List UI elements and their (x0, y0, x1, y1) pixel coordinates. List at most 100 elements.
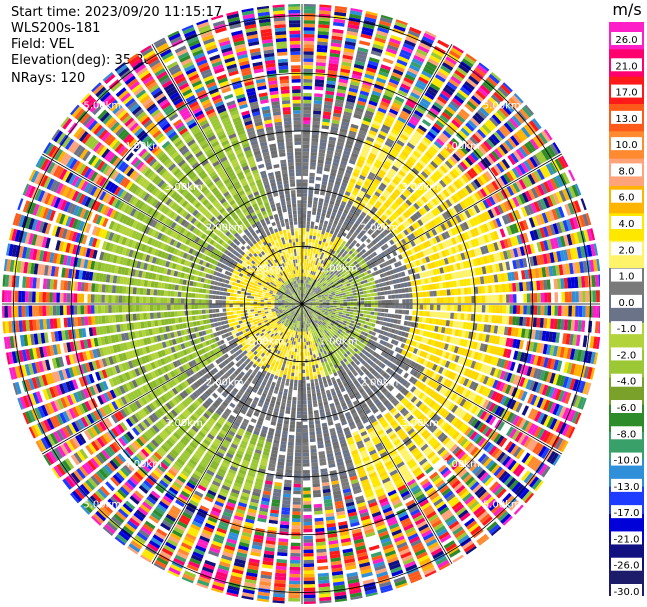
gate-cell-110 (306, 221, 311, 225)
gate-cell-719 (334, 228, 340, 233)
gate-cell-792 (316, 273, 320, 277)
gate-cell-969 (324, 266, 329, 271)
gate-cell-826 (370, 168, 378, 175)
gate-cell-2384 (421, 285, 426, 291)
gate-cell-2734 (429, 311, 434, 317)
gate-cell-194 (309, 231, 313, 236)
gate-cell-4625 (317, 349, 321, 354)
gate-cell-129 (310, 155, 317, 160)
gate-cell-2447 (339, 299, 344, 302)
gate-cell-417 (353, 67, 364, 73)
gate-cell-992 (368, 199, 375, 206)
gate-cell-323 (336, 88, 347, 94)
gate-cell-83 (303, 13, 316, 17)
gate-cell-2597 (557, 291, 562, 303)
gate-cell-807 (340, 227, 345, 232)
gate-cell-2820 (425, 317, 430, 324)
gate-cell-2797 (346, 308, 351, 312)
gate-cell-2588 (526, 293, 531, 303)
gate-cell-2657 (464, 304, 469, 312)
gate-cell-842 (395, 119, 405, 127)
gate-cell-2374 (387, 290, 392, 295)
gate-cell-127 (310, 162, 316, 167)
gate-cell-1091 (398, 170, 406, 177)
gate-cell-345 (349, 13, 362, 20)
gate-cell-470 (334, 183, 340, 189)
gate-cell-148 (314, 89, 324, 94)
gate-cell-598 (384, 51, 396, 58)
gate-cell-2642 (412, 304, 417, 310)
gate-cell-280 (312, 235, 316, 240)
gate-cell-3057 (341, 314, 346, 318)
gate-cell-462 (326, 210, 332, 215)
gate-cell-187 (306, 255, 310, 260)
gate-cell-56 (303, 106, 312, 111)
gate-cell-275 (309, 252, 313, 257)
gate-cell-670 (378, 104, 389, 111)
gate-cell-2704 (326, 305, 330, 307)
gate-cell-104 (305, 241, 309, 246)
gate-cell-677 (387, 81, 398, 89)
gate-cell-472 (335, 177, 342, 182)
gate-cell-900 (354, 211, 360, 217)
gate-cell-2580 (499, 294, 503, 303)
gate-cell-878 (315, 277, 319, 281)
gate-cell-2667 (499, 305, 503, 314)
gate-cell-982 (349, 228, 355, 234)
gate-cell-2490 (488, 285, 493, 294)
gate-cell-825 (368, 171, 376, 178)
gate-cell-396 (337, 138, 345, 144)
gate-cell-365 (314, 243, 318, 248)
gate-cell-2661 (478, 305, 482, 313)
gate-cell-2884 (346, 311, 350, 314)
gate-cell-342 (347, 23, 360, 30)
gate-cell-500 (361, 83, 372, 90)
gate-cell-2380 (408, 287, 413, 293)
gate-cell-2980 (375, 320, 380, 325)
gate-cell-2369 (370, 293, 375, 297)
gate-cell-291 (318, 198, 324, 203)
gate-cell-659 (365, 139, 373, 146)
gate-cell-2736 (436, 311, 441, 318)
gate-cell-2623 (346, 304, 351, 307)
gate-cell-302 (325, 160, 332, 166)
gate-cell-2681 (547, 305, 552, 316)
gate-cell-465 (329, 200, 335, 206)
gate-cell-2752 (491, 315, 496, 324)
gate-cell-1068 (351, 234, 357, 240)
gate-cell-2641 (409, 304, 413, 310)
nrays-label: NRays: 120 (11, 71, 86, 86)
gate-cell-593 (379, 67, 390, 75)
gate-cell-4799 (312, 350, 316, 355)
gate-cell-4710 (312, 343, 316, 348)
gate-cell-379 (324, 195, 331, 201)
gate-cell-2713 (357, 307, 361, 310)
gate-cell-234 (324, 94, 334, 99)
gate-cell-2622 (343, 304, 347, 307)
gate-cell-2807 (380, 312, 385, 317)
gate-cell-2653 (450, 304, 455, 312)
gate-cell-80 (303, 23, 315, 28)
gate-cell-2815 (408, 315, 413, 321)
gate-cell-276 (310, 249, 314, 254)
gate-cell-485 (347, 133, 356, 140)
gate-cell-2564 (443, 297, 448, 304)
gate-cell-2647 (429, 304, 434, 311)
gate-cell-680 (391, 71, 402, 79)
gate-cell-2499 (519, 282, 524, 292)
gate-cell-340 (346, 30, 358, 37)
gate-cell-346 (349, 10, 363, 16)
gate-cell-2702 (319, 305, 323, 307)
gate-cell-2533 (336, 302, 341, 304)
gate-cell-2803 (367, 311, 371, 315)
gate-cell-863 (429, 54, 441, 64)
gate-cell-621 (317, 262, 321, 266)
gate-cell-765 (400, 83, 411, 91)
gate-cell-2740 (450, 312, 455, 319)
gate-cell-2969 (338, 312, 343, 315)
gate-cell-2356 (325, 299, 330, 302)
gate-cell-824 (367, 174, 374, 181)
gate-cell-2630 (371, 304, 375, 308)
gate-cell-1043 (465, 53, 477, 63)
